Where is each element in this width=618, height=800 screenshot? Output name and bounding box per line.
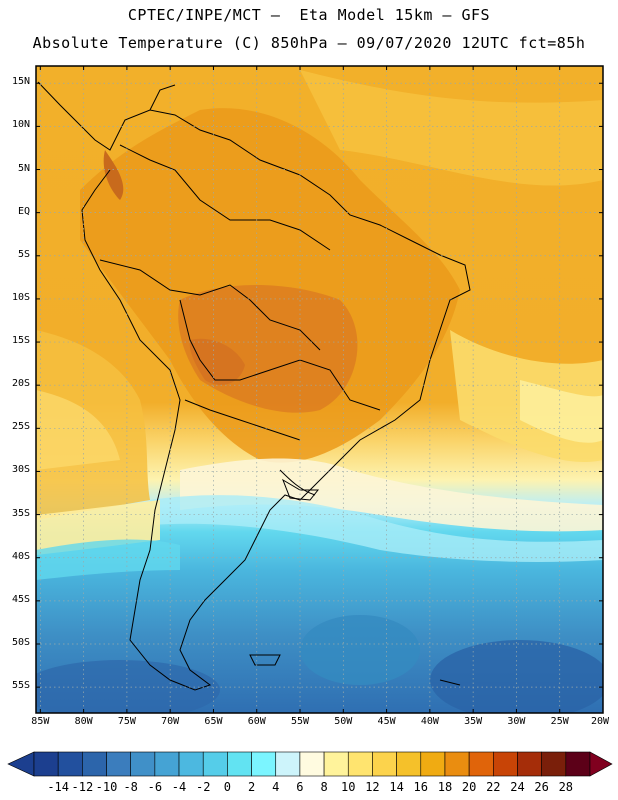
lat-label: 10N	[11, 119, 30, 131]
lat-label: 20S	[11, 378, 30, 390]
colorbar-label: -8	[123, 780, 138, 794]
lon-label: 20W	[590, 716, 610, 727]
lon-label: 50W	[334, 716, 353, 727]
chart-title: CPTEC/INPE/MCT – Eta Model 15km – GFS	[127, 6, 491, 24]
colorbar-swatch	[323, 751, 349, 777]
lat-label: 15N	[11, 76, 30, 88]
colorbar-label: 0	[223, 780, 231, 794]
map-frame	[35, 65, 604, 714]
lat-label: 10S	[11, 291, 30, 303]
colorbar-label: -2	[195, 780, 211, 794]
lat-label: 35S	[11, 507, 30, 519]
lat-label: 40S	[11, 550, 30, 562]
coastline-borders	[37, 81, 471, 691]
lat-label: 15S	[11, 335, 30, 347]
colorbar-label: 2	[247, 780, 256, 794]
colorbar-label: 6	[296, 780, 304, 794]
colorbar-label: 4	[272, 780, 280, 794]
colorbar-swatch	[57, 751, 83, 777]
lat-label: 50S	[11, 636, 30, 648]
colorbar-label: 16	[413, 780, 428, 794]
lon-label: 35W	[464, 716, 483, 727]
lon-label: 65W	[204, 716, 223, 727]
colorbar-swatch	[541, 751, 567, 777]
chart-subtitle: Absolute Temperature (C) 850hPa – 09/07/…	[32, 34, 586, 52]
colorbar-swatch	[227, 751, 252, 777]
colorbar-swatch	[275, 751, 301, 777]
temperature-field	[36, 66, 603, 713]
lat-label: 5N	[17, 162, 30, 174]
lat-label: 30S	[11, 464, 30, 476]
colorbar-label: 14	[389, 780, 404, 794]
colorbar-swatch	[468, 751, 494, 777]
colorbar-swatch	[154, 751, 180, 777]
colorbar-swatch	[299, 751, 325, 777]
lat-label: 45S	[11, 593, 30, 605]
lon-label: 80W	[74, 716, 93, 727]
colorbar-swatch	[420, 751, 446, 777]
lon-label: 25W	[550, 716, 569, 727]
lat-label: 55S	[11, 680, 30, 692]
lat-label: EQ	[17, 205, 30, 217]
colorbar-label: -4	[171, 780, 187, 794]
lon-label: 55W	[290, 716, 310, 727]
colorbar-label: -6	[147, 780, 163, 794]
lon-label: 40W	[420, 716, 439, 727]
colorbar-label: 18	[437, 780, 453, 794]
lon-label: 70W	[161, 716, 180, 727]
colorbar-swatch	[251, 751, 277, 777]
colorbar-swatch	[178, 751, 204, 777]
lon-label: 60W	[247, 716, 266, 727]
colorbar-swatch	[130, 751, 156, 777]
colorbar-swatch	[444, 751, 470, 777]
colorbar-swatch	[517, 751, 542, 777]
colorbar-label: 22	[486, 780, 501, 794]
lon-label: 85W	[31, 716, 50, 727]
colorbar-swatch	[82, 751, 107, 777]
colorbar-label: 20	[461, 780, 477, 794]
colorbar-label: 8	[320, 780, 328, 794]
colorbar-under-arrow	[7, 751, 35, 777]
colorbar-label: -12	[71, 780, 94, 794]
colorbar-label: 26	[534, 780, 549, 794]
lon-label: 45W	[377, 716, 396, 727]
lon-label: 75W	[117, 716, 136, 727]
colorbar	[7, 751, 613, 777]
colorbar-label: -14	[47, 780, 70, 794]
colorbar-over-arrow	[589, 751, 613, 777]
colorbar-swatch	[347, 751, 373, 777]
colorbar-swatch	[493, 751, 518, 777]
colorbar-swatch	[202, 751, 228, 777]
colorbar-swatch	[33, 751, 59, 777]
colorbar-label: -10	[95, 780, 118, 794]
colorbar-label: 24	[510, 780, 525, 794]
colorbar-swatch	[372, 751, 397, 777]
lat-label: 25S	[11, 421, 30, 433]
lon-label: 30W	[507, 716, 526, 727]
colorbar-swatch	[106, 751, 131, 777]
axis-ticks	[36, 66, 604, 713]
colorbar-label: 12	[365, 780, 380, 794]
colorbar-label: 10	[341, 780, 356, 794]
graticule	[36, 66, 604, 713]
colorbar-swatch	[396, 751, 422, 777]
lat-label: 5S	[17, 248, 30, 260]
colorbar-label: 28	[558, 780, 574, 794]
colorbar-swatch	[565, 751, 591, 777]
